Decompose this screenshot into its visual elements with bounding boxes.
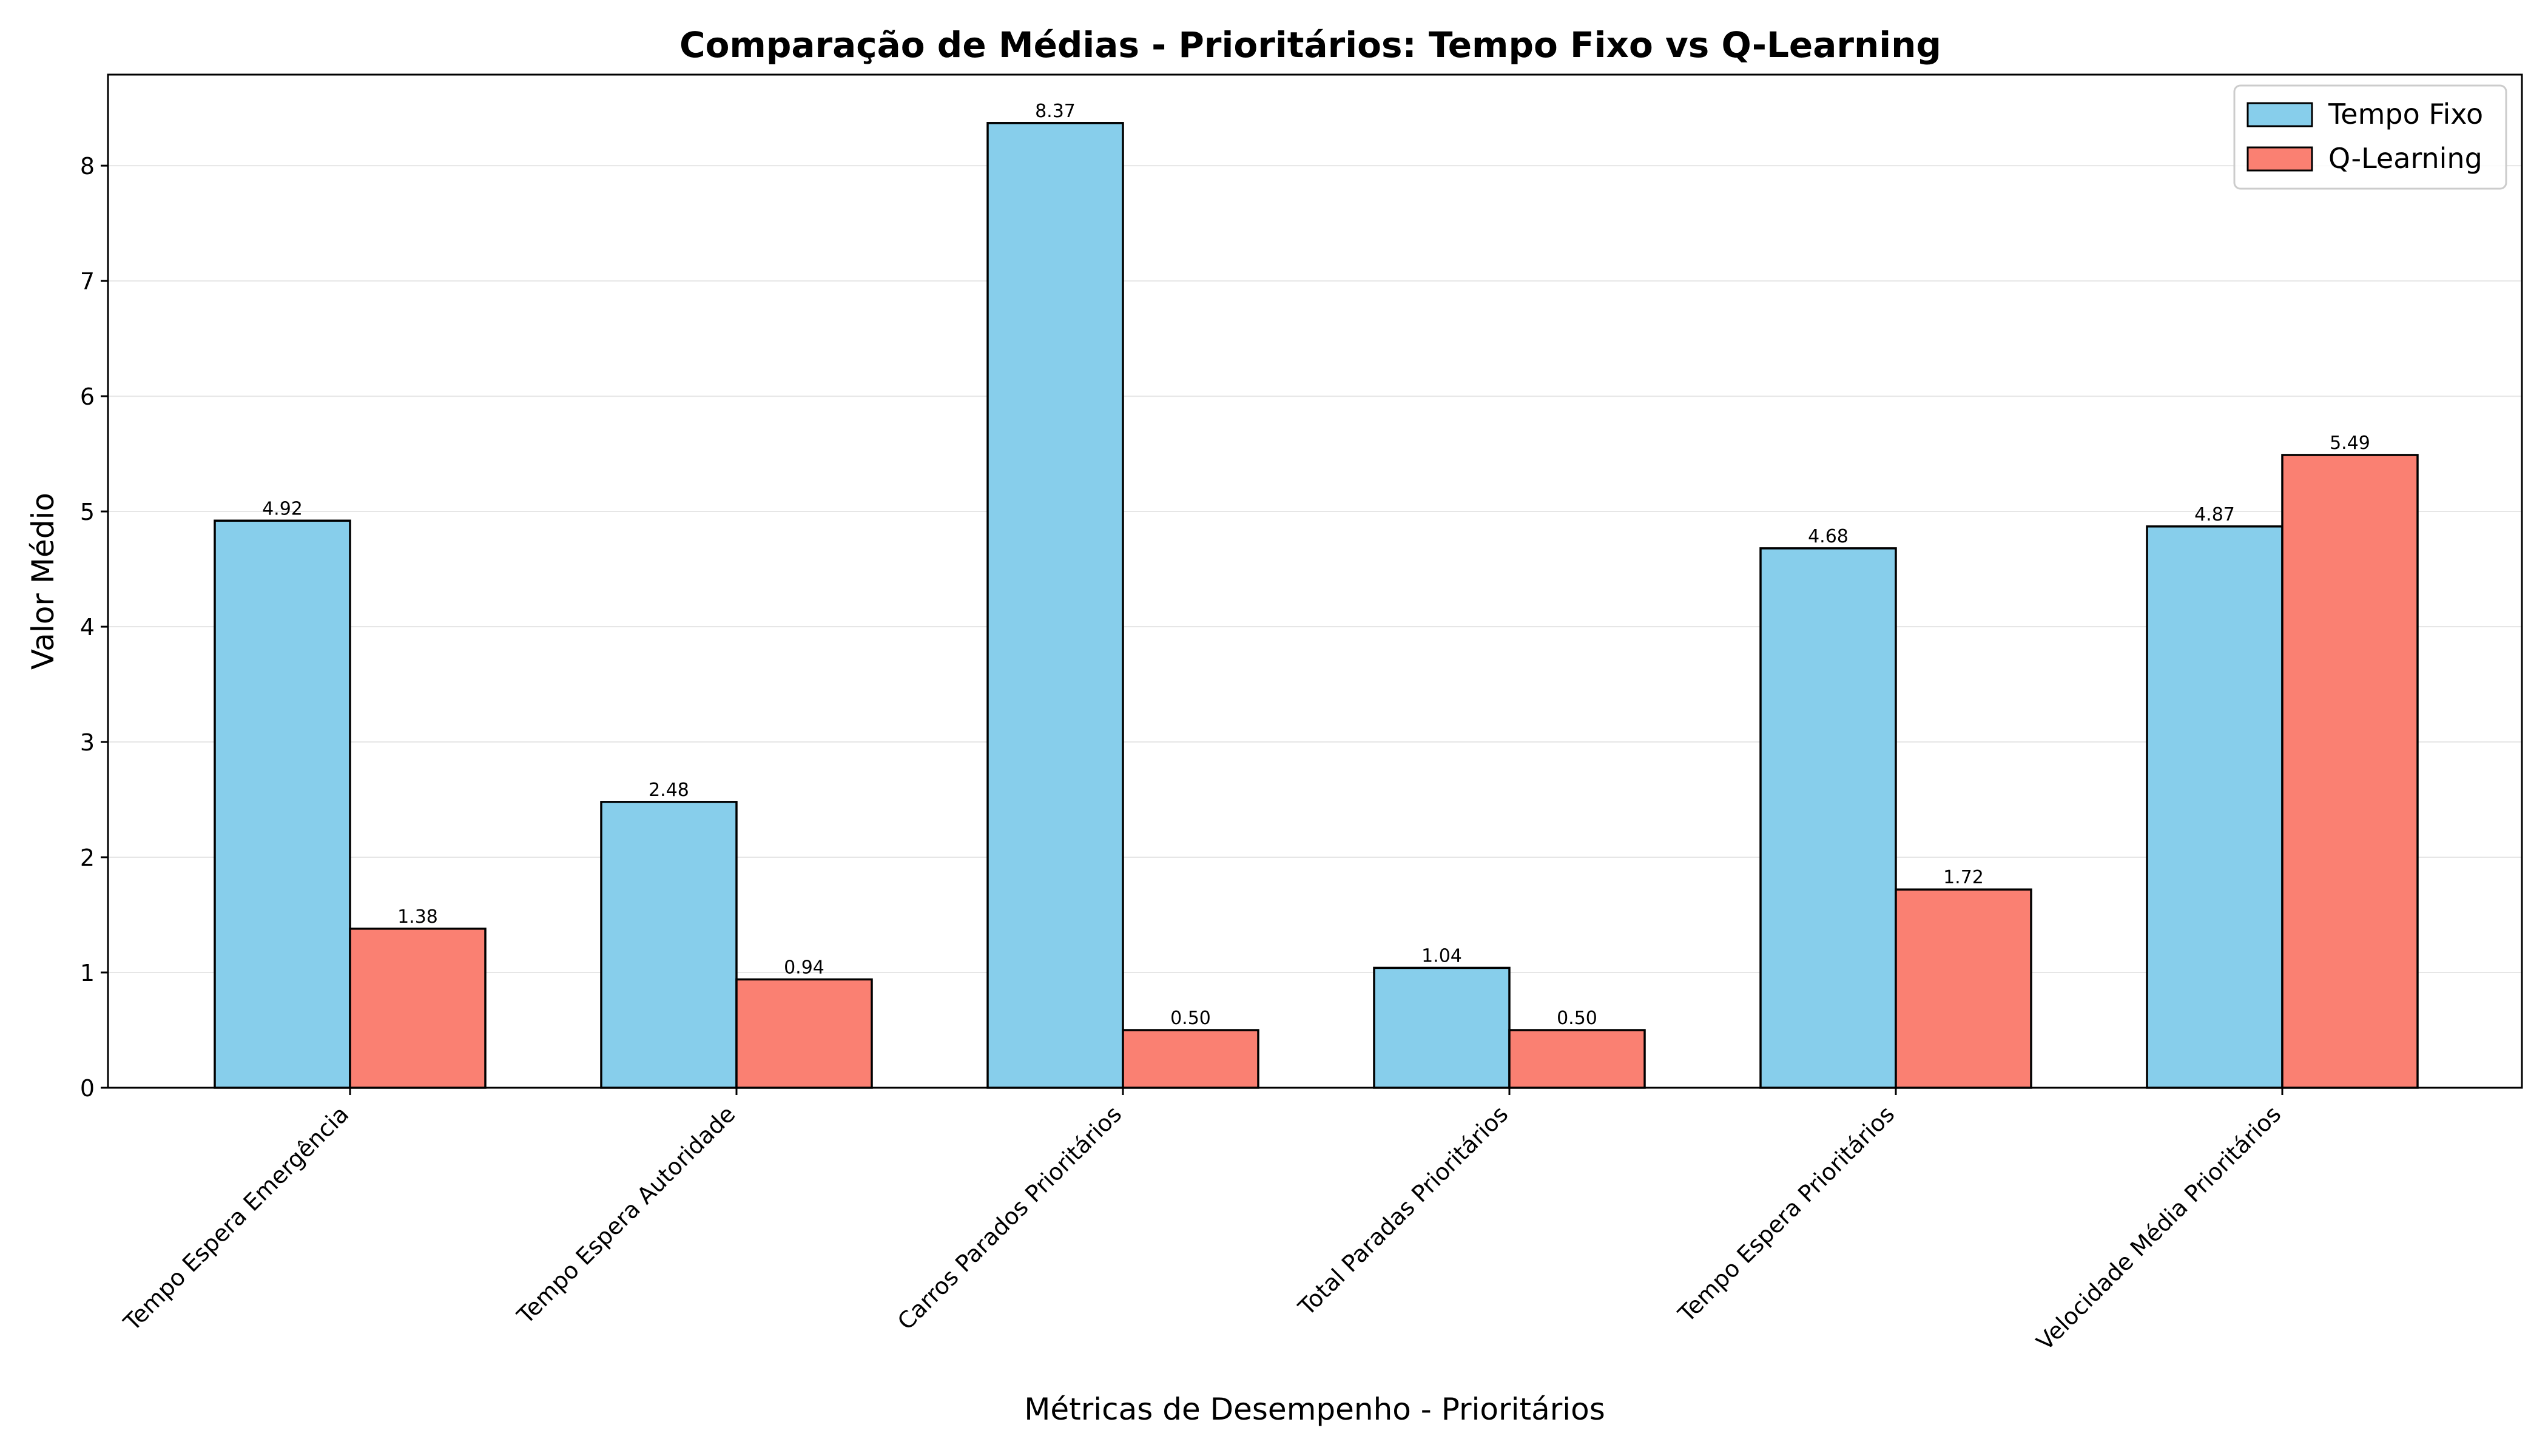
legend-label: Tempo Fixo [2328,98,2483,130]
y-tick-label: 0 [80,1075,95,1102]
bar [349,928,487,1089]
plot-frame [107,73,2523,1089]
legend-label: Q-Learning [2328,142,2482,175]
data-label: 4.87 [2194,504,2235,525]
y-tick-label: 3 [80,729,95,756]
y-tick-label: 5 [80,499,95,525]
data-label: 0.94 [784,957,824,978]
bars [214,122,2419,1089]
data-label: 5.49 [2330,433,2370,454]
y-tick-label: 8 [80,153,95,180]
y-tick-label: 7 [80,268,95,295]
y-axis: 0 1 2 3 4 5 6 7 8 [80,153,108,1102]
bar [2281,454,2419,1089]
legend-swatch [2246,102,2313,127]
chart-title: Comparação de Médias - Prioritários: Tem… [679,24,1941,66]
y-tick-label: 1 [80,960,95,986]
y-axis-label: Valor Médio [25,493,61,670]
bar [1759,547,1897,1089]
bar [214,519,351,1089]
data-label: 8.37 [1035,101,1076,122]
data-label: 1.38 [397,906,438,928]
data-label: 4.92 [262,498,303,519]
data-labels: 4.92 1.38 2.48 0.94 8.37 0.50 1.04 0.50 4.68 1.72… [262,101,2370,1029]
bar [600,801,738,1089]
data-label: 0.50 [1557,1008,1597,1029]
data-label: 0.50 [1170,1008,1211,1029]
data-label: 1.72 [1943,867,1984,888]
bar [1895,888,2032,1089]
y-tick-label: 2 [80,844,95,871]
bar [2146,525,2283,1089]
bar [735,978,873,1089]
bar [1122,1029,1259,1089]
legend-swatch [2246,146,2313,172]
bar [986,122,1124,1089]
data-label: 1.04 [1421,945,1462,966]
x-axis-label: Métricas de Desempenho - Prioritários [1024,1392,1605,1427]
bar [1373,966,1511,1089]
legend: Tempo Fixo Q-Learning [2233,84,2507,190]
bar [1508,1029,1646,1089]
y-tick-label: 4 [80,614,95,641]
data-label: 4.68 [1808,526,1849,547]
y-tick-label: 6 [80,383,95,410]
data-label: 2.48 [649,780,689,801]
